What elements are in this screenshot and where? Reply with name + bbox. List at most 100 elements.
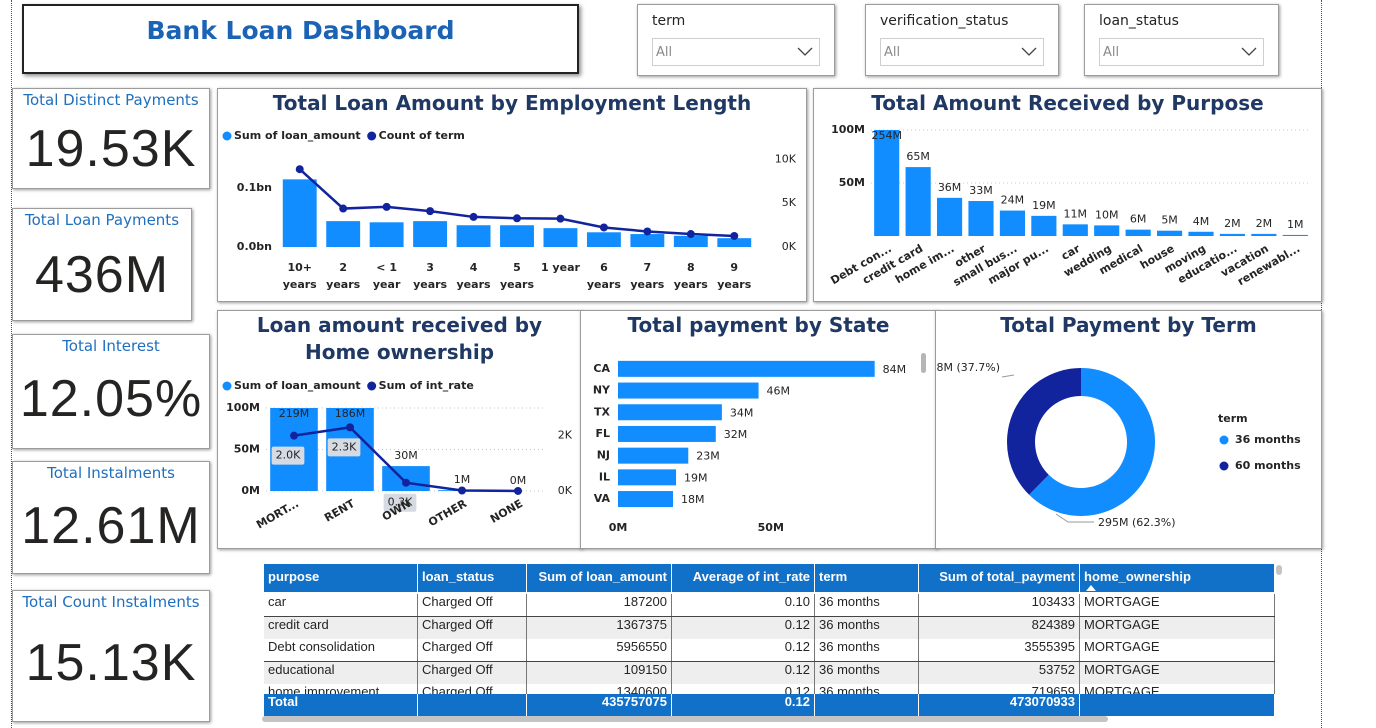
- x-tick-label: NONE: [488, 497, 525, 526]
- column-header: Sum of loan_amount: [527, 564, 672, 592]
- table-cell: 103433: [919, 594, 1080, 616]
- y-tick-label: 0.0bn: [237, 240, 272, 253]
- data-label: 186M: [335, 407, 366, 420]
- bar: [1282, 234, 1308, 236]
- column-header: purpose: [264, 564, 418, 592]
- x-tick-label: OTHER: [426, 497, 469, 530]
- data-label: 1M: [454, 473, 471, 486]
- table-cell: [815, 694, 919, 716]
- data-label: 11M: [1064, 207, 1088, 220]
- data-label-bg: [271, 446, 305, 465]
- bar: [874, 130, 900, 236]
- y-tick-label: 50M: [839, 176, 865, 189]
- table-cell: 1340600: [527, 684, 672, 694]
- line-marker: [346, 423, 354, 432]
- bar: [618, 491, 673, 508]
- table-cell: Charged Off: [418, 684, 527, 694]
- line-marker: [730, 231, 739, 240]
- line-marker: [458, 486, 466, 495]
- y-tick-label: NY: [593, 384, 611, 397]
- x-tick-label: MORT...: [254, 497, 301, 532]
- scrollbar: [262, 716, 1108, 722]
- bar: [1219, 233, 1245, 236]
- plot: 50M 100M 254M 65M 36M 33M 24M 19M 11M 10M 6M 5M 4M 2M…: [828, 123, 1311, 289]
- bar: [543, 228, 578, 247]
- table-cell: 36 months: [815, 639, 919, 662]
- table-cell: [1080, 694, 1275, 716]
- dashboard-title: Bank Loan Dashboard: [146, 16, 455, 45]
- kpi-value: 12.05%: [19, 370, 203, 428]
- table-cell: credit card: [264, 616, 418, 639]
- bar: [456, 225, 491, 247]
- chart-title: Loan amount received by Home ownership: [256, 313, 543, 364]
- bar: [1031, 215, 1057, 236]
- chart-panel: Total Loan Amount by Employment Length 0.…: [217, 88, 807, 302]
- x-tick-label: 1 year: [540, 261, 580, 274]
- table-cell: 36 months: [815, 684, 919, 694]
- x-tick-label: 10+ years: [282, 261, 317, 291]
- legend-label: Count of term: [379, 129, 465, 142]
- data-label: 254M: [871, 129, 902, 142]
- line-marker: [402, 478, 410, 487]
- line-marker: [290, 431, 298, 440]
- y-tick-label: 0.1bn: [237, 181, 272, 194]
- x-tick-label: 9 years: [717, 261, 752, 291]
- legend-marker: [222, 381, 232, 391]
- data-label: 23M: [696, 450, 720, 463]
- chevron-icon: [797, 47, 813, 56]
- legend-label: Sum of loan_amount: [234, 379, 361, 392]
- table-header: purpose loan_status Sum of loan_amount Aver…: [264, 564, 1275, 592]
- table-cell: Charged Off: [418, 616, 527, 639]
- table-cell: 5956550: [527, 639, 672, 662]
- legend-label: 36 months: [1235, 433, 1301, 446]
- slicer-value: All: [884, 45, 901, 60]
- line-marker: [514, 486, 522, 495]
- sort-indicator: [1086, 585, 1096, 591]
- x-tick-label: 7 years: [630, 261, 665, 291]
- chevron: [797, 47, 813, 56]
- slicer-dropdown[interactable]: All: [1099, 38, 1264, 66]
- sort-arrow: [1086, 585, 1096, 591]
- x-tick-label: 4 years: [456, 261, 491, 291]
- data-label: 19M: [1032, 199, 1056, 212]
- slicer-label: verification_status: [880, 13, 1009, 29]
- bar: [1094, 225, 1120, 236]
- x-tick-label: 8 years: [673, 261, 708, 291]
- data-label-bg: [327, 438, 361, 457]
- data-label-bg: [383, 493, 417, 512]
- line-marker: [382, 202, 391, 211]
- line-marker: [469, 212, 478, 221]
- slicer-dropdown[interactable]: All: [880, 38, 1044, 66]
- legend-label: Sum of loan_amount: [234, 129, 361, 142]
- y2-tick-label: 5K: [782, 196, 797, 209]
- table-cell: MORTGAGE: [1080, 594, 1275, 616]
- data-label: 219M: [279, 407, 310, 420]
- table-cell: car: [264, 594, 418, 616]
- line-marker: [339, 204, 348, 213]
- page-border: [11, 0, 12, 728]
- x-tick-label: < 1 year: [372, 261, 401, 291]
- slicer-dropdown[interactable]: All: [652, 38, 820, 66]
- table-cell: Charged Off: [418, 661, 527, 684]
- legend-marker: [1219, 461, 1229, 471]
- table-cell: 0.12: [672, 684, 815, 694]
- table-cell: 824389: [919, 616, 1080, 639]
- bar-series: [874, 130, 1308, 236]
- kpi-label: Total Distinct Payments: [23, 91, 199, 109]
- column-header: Average of int_rate: [672, 564, 815, 592]
- bar: [1251, 233, 1277, 236]
- y-tick-label: NJ: [597, 449, 610, 462]
- data-label: 10M: [1095, 208, 1119, 221]
- plot: 0.0bn 0.1bn 0K 5K 10K Sum of loan_amount Count…: [222, 129, 797, 253]
- table-cell: 36 months: [815, 594, 919, 616]
- line-marker: [643, 227, 652, 236]
- bar: [937, 197, 963, 236]
- data-label: 46M: [767, 385, 791, 398]
- chart-panel: Loan amount received by Home ownership 0M…: [217, 310, 582, 549]
- y-tick-label: TX: [594, 405, 611, 418]
- bar: [413, 221, 448, 247]
- data-label: 2M: [1224, 217, 1241, 230]
- plot: 295M (62.3%) 178M (37.7%) term 36 months 60 …: [936, 361, 1301, 529]
- table-cell: [418, 694, 527, 716]
